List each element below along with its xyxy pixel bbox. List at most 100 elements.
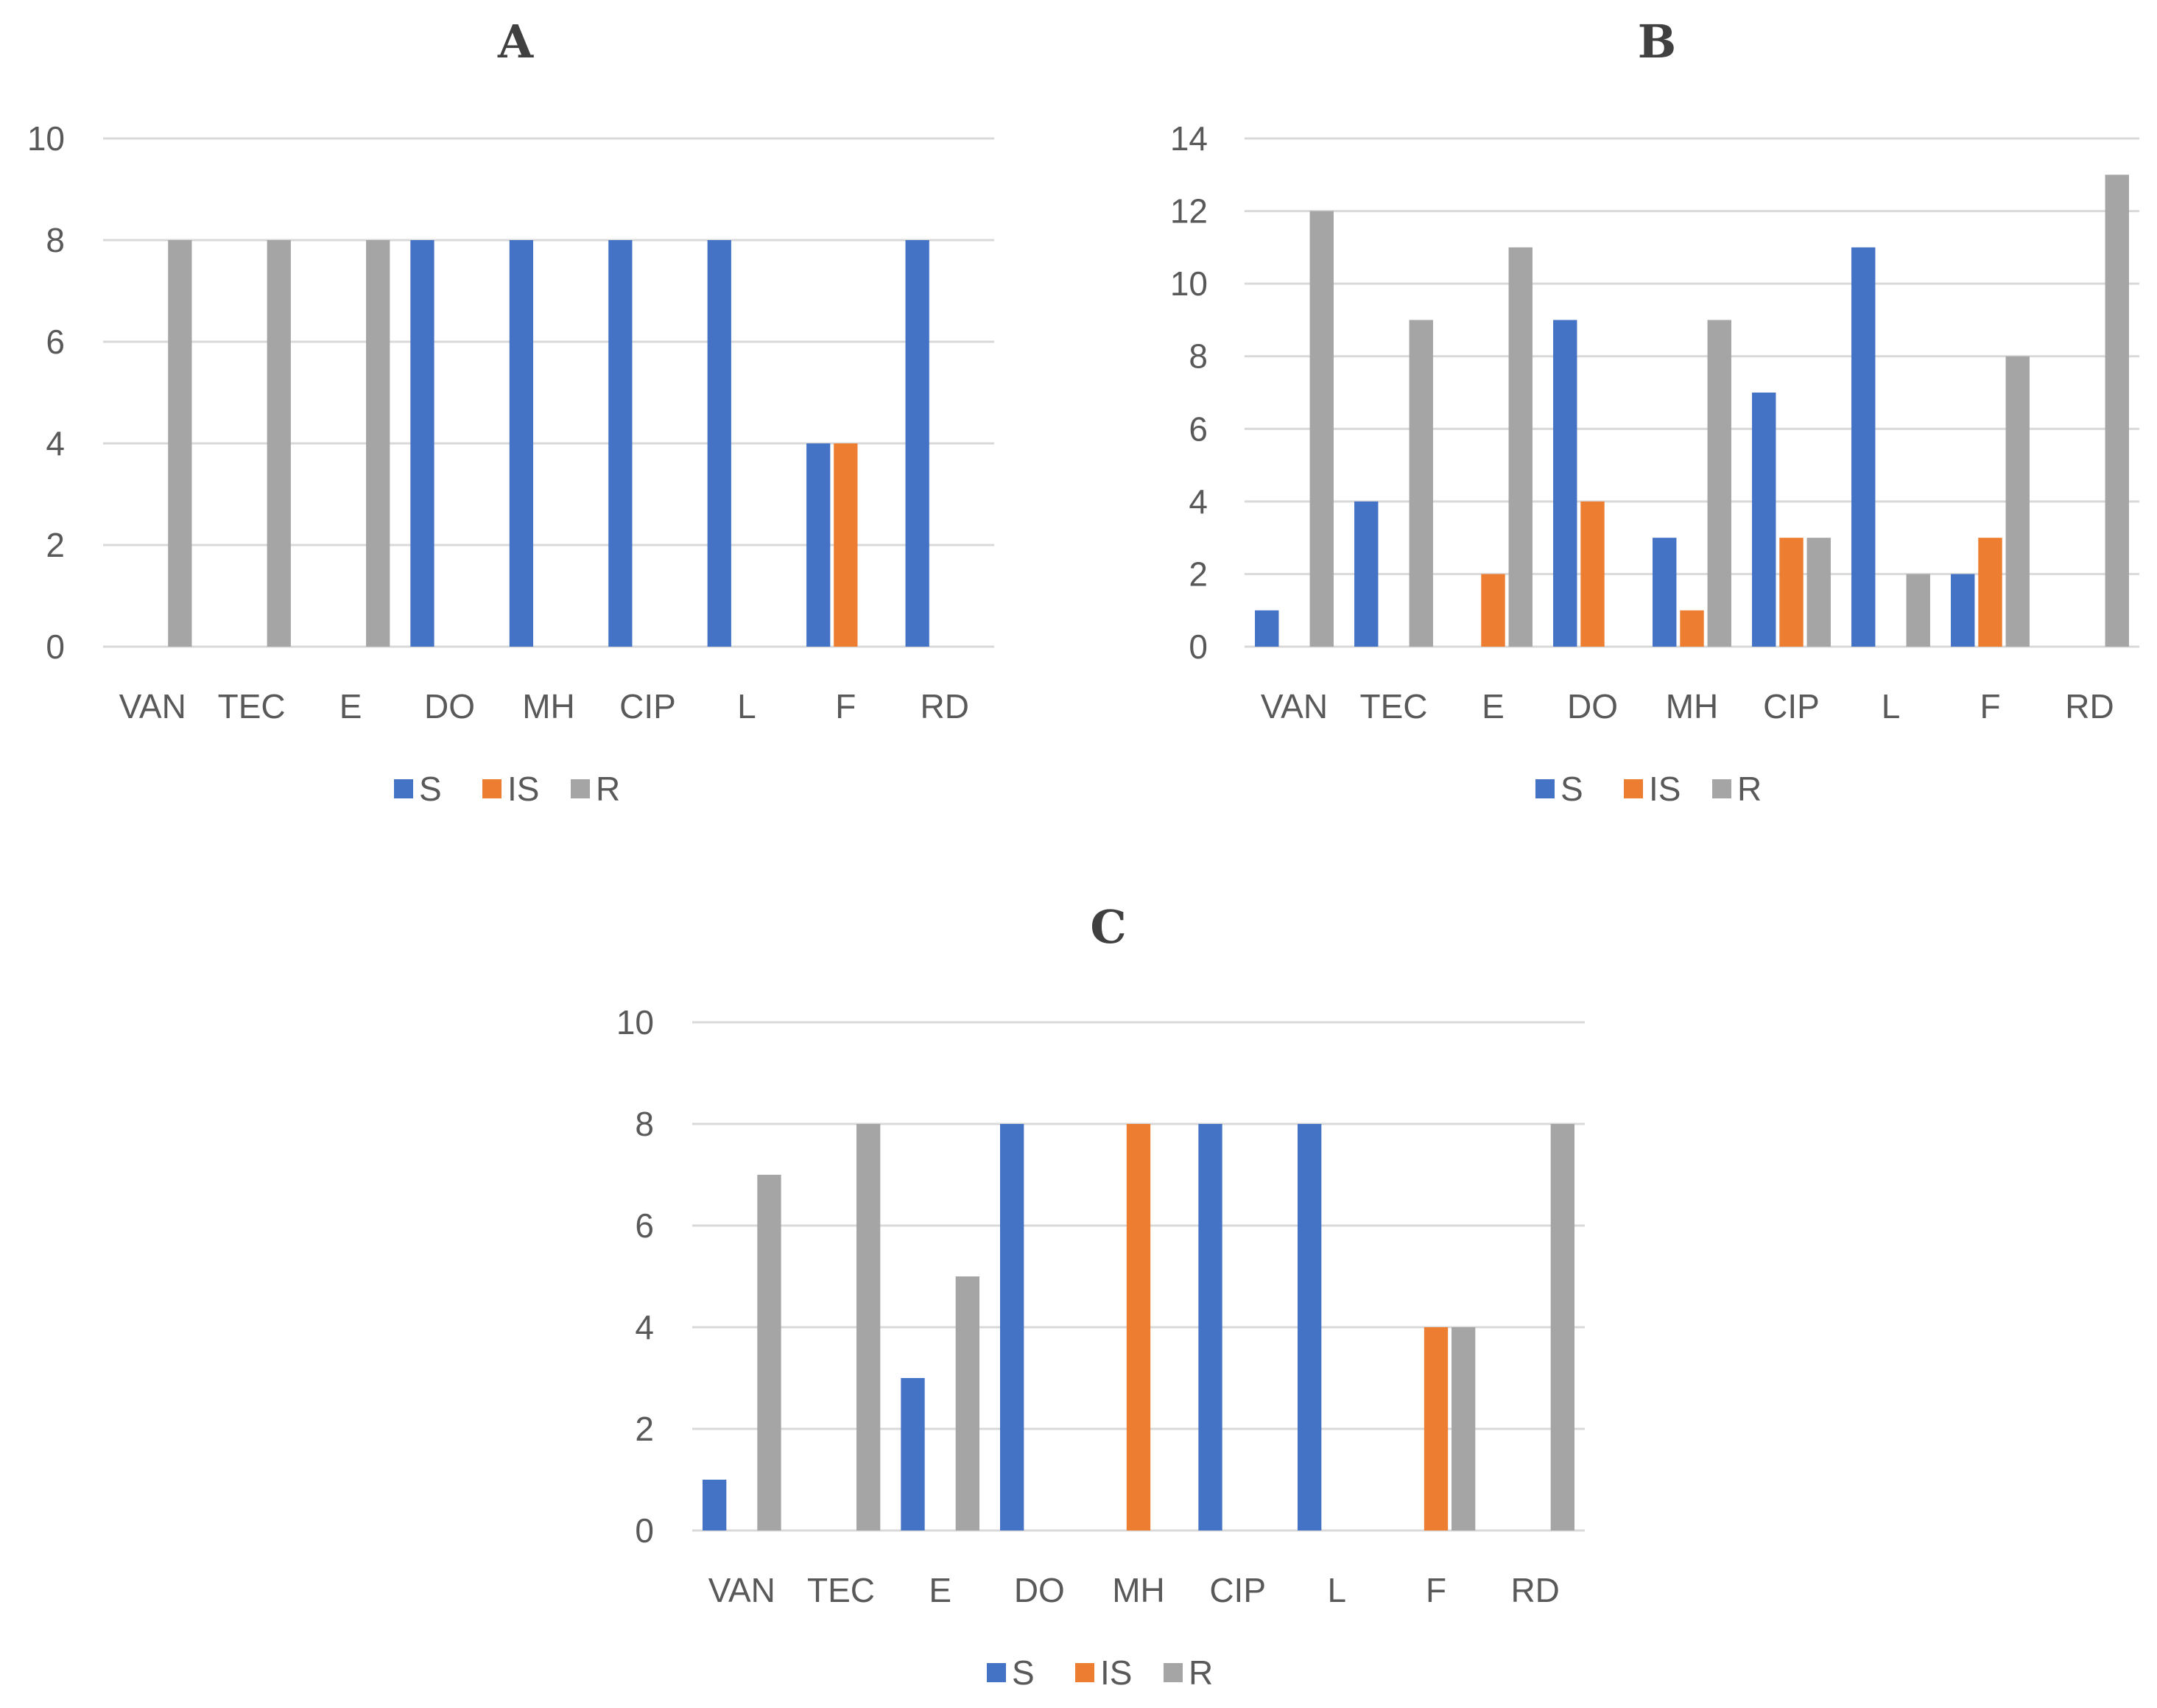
bar-is-cip — [1779, 538, 1804, 647]
x-category-label: RD — [2065, 687, 2114, 725]
bar-r-l — [1906, 574, 1930, 647]
chart-c: C 0 2 4 6 8 10 VAN TEC E DO MH CIP L F RD S IS R — [574, 884, 1620, 1708]
legend-swatch-r — [1164, 1663, 1183, 1682]
legend-swatch-s — [987, 1663, 1006, 1682]
bar-is-f — [1978, 538, 2002, 647]
y-tick-label: 0 — [1189, 628, 1208, 666]
legend-label: S — [419, 770, 442, 808]
y-tick-label: 6 — [1189, 410, 1208, 448]
bar-r-f — [1452, 1327, 1476, 1530]
bar-is-e — [1481, 574, 1505, 647]
bar-r-e — [366, 240, 390, 647]
bar-r-mh — [1707, 320, 1731, 647]
y-tick-label: 12 — [1170, 192, 1208, 231]
bar-r-tec — [1409, 320, 1433, 647]
x-category-label: F — [835, 687, 856, 725]
y-tick-label: 2 — [46, 526, 65, 564]
bar-s-cip — [1752, 393, 1776, 647]
y-tick-label: 10 — [27, 119, 65, 158]
y-tick-label: 8 — [635, 1105, 654, 1143]
legend-swatch-is — [1624, 779, 1643, 798]
legend-swatch-is — [1075, 1663, 1094, 1682]
chart-title: C — [1090, 900, 1126, 954]
bar-r-rd — [1550, 1124, 1574, 1530]
legend-label: IS — [1649, 770, 1681, 808]
legend-swatch-r — [1712, 779, 1731, 798]
bar-is-mh — [1126, 1124, 1151, 1530]
y-tick-label: 0 — [46, 628, 65, 666]
y-tick-label: 14 — [1170, 119, 1208, 158]
legend-swatch-is — [482, 779, 502, 798]
bar-s-tec — [1354, 501, 1379, 647]
legend-label: S — [1012, 1653, 1035, 1692]
bar-r-tec — [856, 1124, 881, 1530]
x-category-label: L — [737, 687, 756, 725]
y-tick-label: 10 — [1170, 264, 1208, 303]
bar-s-do — [410, 240, 434, 647]
y-tick-label: 6 — [46, 323, 65, 361]
x-category-label: TEC — [1360, 687, 1428, 725]
bar-s-mh — [1653, 538, 1677, 647]
bar-is-mh — [1680, 610, 1704, 647]
x-category-label: F — [1426, 1571, 1446, 1609]
x-category-label: MH — [1112, 1571, 1165, 1609]
legend-swatch-s — [394, 779, 413, 798]
bar-r-f — [2005, 356, 2030, 647]
bar-s-l — [1851, 247, 1876, 647]
bar-r-rd — [2105, 175, 2129, 647]
chart-svg: C 0 2 4 6 8 10 VAN TEC E DO MH CIP L F RD S IS R — [616, 900, 1585, 1692]
bar-r-e — [955, 1276, 979, 1530]
x-category-label: TEC — [807, 1571, 875, 1609]
bar-s-do — [1000, 1124, 1024, 1530]
bar-r-e — [1508, 247, 1533, 647]
bar-s-cip — [608, 240, 633, 647]
bar-s-f — [806, 443, 831, 647]
legend-swatch-s — [1535, 779, 1555, 798]
x-category-label: F — [1980, 687, 2000, 725]
bar-r-cip — [1806, 538, 1831, 647]
chart-a: A 0 2 4 6 8 10 VAN TEC E DO MH CIP L F RD S IS R — [0, 0, 1075, 847]
chart-svg: B 0 2 4 6 8 10 12 14 VAN TEC E DO MH CIP L F RD S IS R — [1170, 15, 2139, 808]
y-tick-label: 4 — [1189, 482, 1208, 521]
legend-swatch-r — [571, 779, 590, 798]
x-category-label: MH — [1666, 687, 1719, 725]
x-category-label: CIP — [619, 687, 676, 725]
y-tick-label: 8 — [46, 221, 65, 259]
legend-label: IS — [1100, 1653, 1132, 1692]
x-category-label: L — [1328, 1571, 1347, 1609]
y-tick-label: 8 — [1189, 337, 1208, 376]
x-category-label: E — [339, 687, 362, 725]
y-tick-label: 6 — [635, 1206, 654, 1245]
x-category-label: RD — [921, 687, 969, 725]
x-category-label: TEC — [218, 687, 286, 725]
x-category-label: DO — [424, 687, 475, 725]
x-category-label: CIP — [1209, 1571, 1266, 1609]
bar-r-van — [1309, 211, 1334, 647]
bar-s-l — [1298, 1124, 1322, 1530]
legend-label: R — [1737, 770, 1762, 808]
x-category-label: L — [1882, 687, 1901, 725]
bar-r-van — [168, 240, 192, 647]
bar-s-mh — [509, 240, 534, 647]
x-category-label: E — [929, 1571, 951, 1609]
bar-s-van — [1255, 610, 1279, 647]
bar-r-tec — [267, 240, 291, 647]
legend-label: IS — [507, 770, 539, 808]
y-tick-label: 2 — [635, 1410, 654, 1448]
bar-r-van — [757, 1175, 781, 1530]
legend-label: R — [1189, 1653, 1213, 1692]
x-category-label: E — [1482, 687, 1505, 725]
y-tick-label: 4 — [46, 424, 65, 463]
y-tick-label: 10 — [616, 1003, 654, 1041]
x-category-label: DO — [1567, 687, 1618, 725]
bar-s-van — [703, 1480, 727, 1530]
x-category-label: VAN — [119, 687, 186, 725]
bar-is-f — [834, 443, 858, 647]
bar-s-l — [707, 240, 731, 647]
bar-s-f — [1951, 574, 1975, 647]
bar-s-rd — [905, 240, 929, 647]
chart-svg: A 0 2 4 6 8 10 VAN TEC E DO MH CIP L F RD S IS R — [27, 15, 994, 808]
chart-b: B 0 2 4 6 8 10 12 14 VAN TEC E DO MH CIP L F RD S IS R — [1134, 0, 2157, 847]
legend-label: R — [596, 770, 620, 808]
bar-is-f — [1424, 1327, 1449, 1530]
